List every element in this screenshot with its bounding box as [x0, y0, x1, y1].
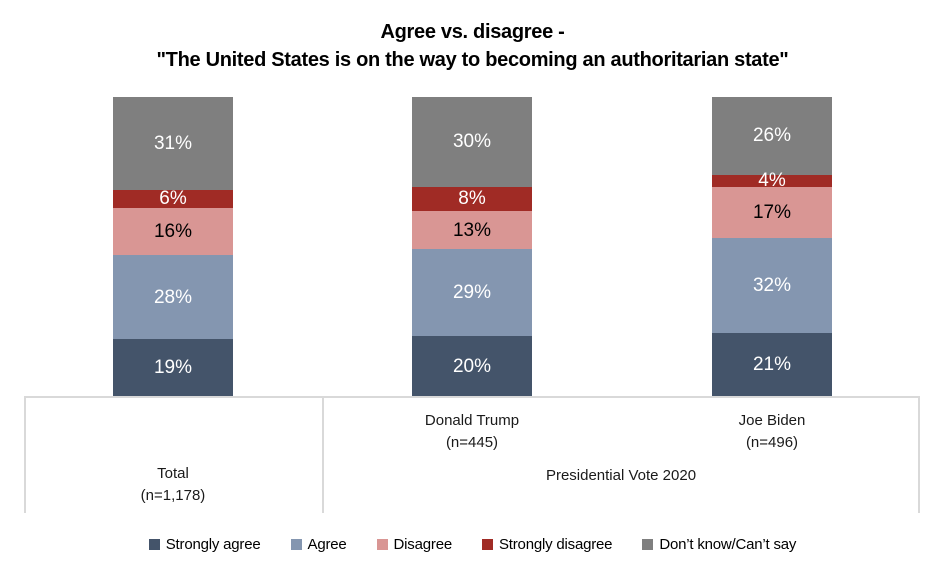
bar-segment-don-t-know-can-t-say: 30%	[412, 97, 532, 187]
category-n: (n=1,178)	[140, 487, 206, 504]
data-label: 21%	[752, 354, 792, 376]
bar-segment-strongly-agree: 21%	[712, 333, 832, 396]
data-label: 19%	[153, 357, 193, 379]
legend-label: Don’t know/Can’t say	[659, 535, 797, 553]
category-label-donald-trump: Donald Trump (n=445)	[362, 410, 582, 454]
legend-label: Strongly disagree	[498, 535, 613, 553]
bar-segment-agree: 32%	[712, 237, 832, 334]
chart-title: Agree vs. disagree - "The United States …	[0, 18, 945, 74]
axis-tick-left	[24, 396, 26, 513]
data-label: 31%	[153, 132, 193, 154]
axis-tick-right	[918, 396, 920, 513]
axis-group-label: Presidential Vote 2020	[545, 467, 697, 484]
bar-segment-strongly-disagree: 6%	[113, 188, 233, 210]
category-label-joe-biden: Joe Biden (n=496)	[662, 410, 882, 454]
legend-item-agree: Agree	[290, 535, 347, 553]
bar-segment-don-t-know-can-t-say: 31%	[113, 97, 233, 190]
category-axis-line	[24, 396, 920, 398]
chart-title-line1: Agree vs. disagree -	[380, 21, 565, 43]
legend-swatch-icon	[481, 538, 493, 550]
category-n: (n=496)	[745, 434, 799, 451]
chart-title-line2: "The United States is on the way to beco…	[156, 49, 789, 71]
legend-swatch-icon	[376, 538, 388, 550]
legend-item-disagree: Disagree	[376, 535, 453, 553]
bar-segment-strongly-disagree: 4%	[712, 171, 832, 190]
category-label-total: Total (n=1,178)	[63, 463, 283, 507]
legend-item-strongly-agree: Strongly agree	[148, 535, 261, 553]
bar-segment-disagree: 17%	[712, 186, 832, 238]
legend-label: Strongly agree	[165, 535, 261, 553]
category-name: Donald Trump	[424, 412, 520, 429]
data-label: 13%	[452, 219, 492, 241]
data-label: 26%	[752, 125, 792, 147]
axis-tick-middle	[322, 396, 324, 513]
data-label: 32%	[752, 274, 792, 296]
data-label: 17%	[752, 201, 792, 223]
stacked-bar-joe-biden: 26% 4% 17% 32% 21%	[712, 97, 832, 396]
data-label: 28%	[153, 286, 193, 308]
category-name: Joe Biden	[738, 412, 806, 429]
data-label: 30%	[452, 131, 492, 153]
data-label: 16%	[153, 221, 193, 243]
bar-segment-agree: 28%	[113, 255, 233, 340]
bar-segment-strongly-disagree: 8%	[412, 186, 532, 211]
bar-segment-agree: 29%	[412, 249, 532, 337]
bar-segment-disagree: 16%	[113, 207, 233, 256]
stacked-bar-total: 31% 6% 16% 28% 19%	[113, 97, 233, 396]
category-n: (n=445)	[445, 434, 499, 451]
bar-segment-strongly-agree: 20%	[412, 336, 532, 396]
bar-segment-strongly-agree: 19%	[113, 339, 233, 396]
bar-segment-don-t-know-can-t-say: 26%	[712, 97, 832, 175]
legend: Strongly agree Agree Disagree Strongly disa…	[0, 532, 945, 556]
data-label: 29%	[452, 282, 492, 304]
legend-swatch-icon	[148, 538, 160, 550]
bar-segment-disagree: 13%	[412, 210, 532, 250]
legend-label: Agree	[307, 535, 347, 553]
legend-swatch-icon	[642, 538, 654, 550]
legend-label: Disagree	[393, 535, 453, 553]
category-name: Total	[157, 465, 189, 482]
data-label: 8%	[458, 188, 486, 210]
legend-item-don-t-know-can-t-say: Don’t know/Can’t say	[642, 536, 796, 553]
stacked-bar-donald-trump: 30% 8% 13% 29% 20%	[412, 97, 532, 396]
data-label: 6%	[159, 188, 187, 210]
data-label: 4%	[758, 170, 786, 192]
legend-swatch-icon	[290, 538, 302, 550]
legend-item-strongly-disagree: Strongly disagree	[481, 535, 613, 553]
data-label: 20%	[452, 355, 492, 377]
